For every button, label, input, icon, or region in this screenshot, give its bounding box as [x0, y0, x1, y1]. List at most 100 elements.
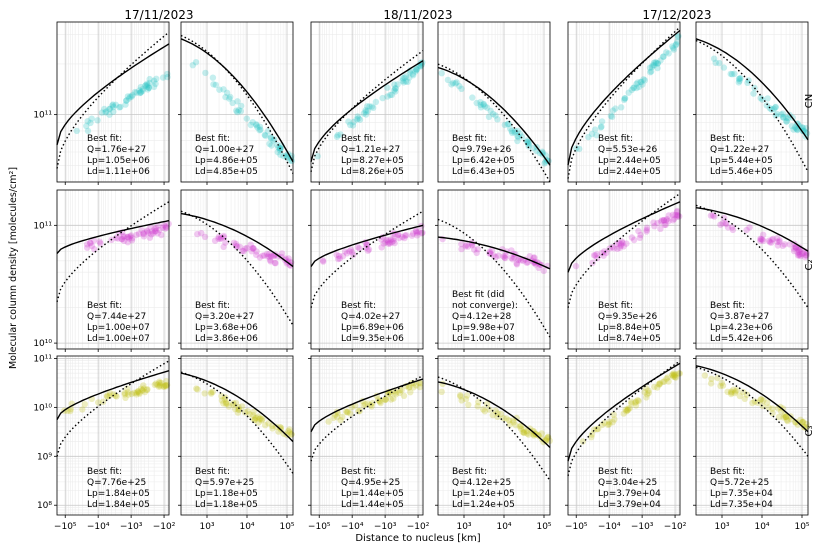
scatter-point: [654, 384, 661, 391]
scatter-point: [157, 379, 165, 387]
fit-annotation-line: Ld=2.44e+05: [598, 167, 661, 177]
scatter-point: [652, 59, 660, 67]
best-fit-line: [56, 219, 170, 255]
scatter-point: [634, 397, 641, 404]
scatter-point: [610, 411, 617, 418]
scatter-point: [148, 228, 156, 235]
scatter-point: [661, 221, 668, 228]
scatter-point: [413, 229, 421, 237]
scatter-point: [643, 394, 650, 401]
scatter-point: [283, 260, 290, 267]
scatter-point: [249, 412, 257, 419]
fit-annotation-line: Q=7.44e+27: [87, 312, 146, 322]
scatter-point: [660, 216, 668, 224]
row-label-c3: C₃: [804, 426, 815, 437]
scatter-point: [257, 415, 264, 422]
scatter-point: [672, 371, 679, 378]
scatter-point: [133, 89, 140, 96]
scatter-point: [645, 387, 652, 394]
scatter-point: [225, 403, 232, 410]
scatter-point: [142, 82, 149, 90]
panel-frame: [437, 21, 551, 183]
scatter-point: [474, 246, 482, 253]
scatter-point: [632, 402, 640, 409]
scatter-point: [617, 241, 625, 248]
scatter-point: [513, 261, 521, 268]
scatter-point: [670, 371, 678, 378]
x-tick-label: −10³: [631, 522, 654, 532]
scatter-point: [96, 238, 103, 245]
fit-annotation-line: Lp=9.98e+07: [452, 323, 515, 333]
scatter-point: [344, 409, 351, 416]
scatter-point: [657, 225, 664, 232]
scatter-point: [592, 252, 599, 259]
scatter-point: [453, 79, 460, 86]
scatter-point: [135, 387, 142, 395]
scatter-point: [772, 103, 779, 111]
scatter-point: [671, 215, 678, 223]
scatter-point: [268, 253, 275, 260]
fit-annotation-line: Q=9.79e+26: [452, 145, 511, 155]
scatter-point: [399, 77, 406, 85]
scatter-point: [154, 222, 162, 229]
scatter-point: [671, 372, 678, 379]
scatter-point: [222, 400, 230, 407]
scatter-point: [402, 232, 409, 239]
scatter-point: [670, 370, 677, 377]
scatter-point: [118, 235, 125, 243]
scatter-point: [362, 401, 369, 408]
scatter-point: [790, 126, 797, 133]
best-fit-line: [310, 60, 424, 162]
scatter-point: [365, 246, 373, 253]
scatter-point: [396, 389, 403, 397]
scatter-point: [270, 137, 277, 144]
scatter-point: [394, 231, 402, 239]
panel-frame: [56, 355, 170, 516]
scatter-point: [143, 80, 151, 88]
scatter-point: [517, 425, 525, 432]
fit-annotation-line: Q=5.97e+25: [195, 478, 254, 488]
scatter-point: [495, 252, 502, 259]
scatter-point: [339, 413, 346, 421]
scatter-point: [573, 145, 580, 152]
scatter-point: [616, 244, 623, 251]
scatter-point: [641, 389, 648, 396]
scatter-point: [780, 114, 787, 121]
scatter-point: [156, 383, 164, 390]
scatter-point: [630, 236, 638, 244]
scatter-point: [278, 250, 286, 257]
fit-annotation-line: Q=5.53e+26: [598, 145, 657, 155]
panel-frame: [56, 21, 170, 183]
scatter-point: [345, 118, 352, 125]
scatter-point: [220, 243, 227, 251]
scatter-point: [126, 233, 134, 240]
scatter-point: [518, 133, 526, 140]
scatter-point: [238, 102, 245, 110]
scatter-point: [711, 213, 718, 220]
scatter-point: [390, 395, 397, 402]
scatter-point: [235, 406, 243, 413]
scatter-point: [644, 391, 651, 398]
scatter-point: [494, 413, 501, 420]
scatter-point: [133, 231, 140, 239]
scatter-point: [223, 89, 231, 97]
scatter-point: [744, 79, 751, 87]
scatter-point: [259, 415, 266, 423]
scatter-point: [233, 243, 241, 250]
scatter-point: [449, 79, 457, 87]
scatter-point: [413, 228, 420, 235]
scatter-point: [760, 237, 767, 245]
scatter-point: [664, 374, 671, 381]
scatter-point: [362, 111, 370, 118]
row-label-cn: CN: [804, 94, 815, 108]
scatter-point: [674, 212, 682, 219]
scatter-point: [272, 260, 279, 267]
scatter-point: [621, 95, 629, 102]
scatter-point: [519, 428, 526, 436]
scatter-point: [156, 226, 163, 234]
scatter-point: [763, 399, 771, 406]
x-tick-label: 10⁵: [279, 522, 294, 532]
scatter-point: [248, 248, 255, 255]
scatter-point: [462, 395, 470, 403]
scatter-point: [216, 86, 223, 93]
